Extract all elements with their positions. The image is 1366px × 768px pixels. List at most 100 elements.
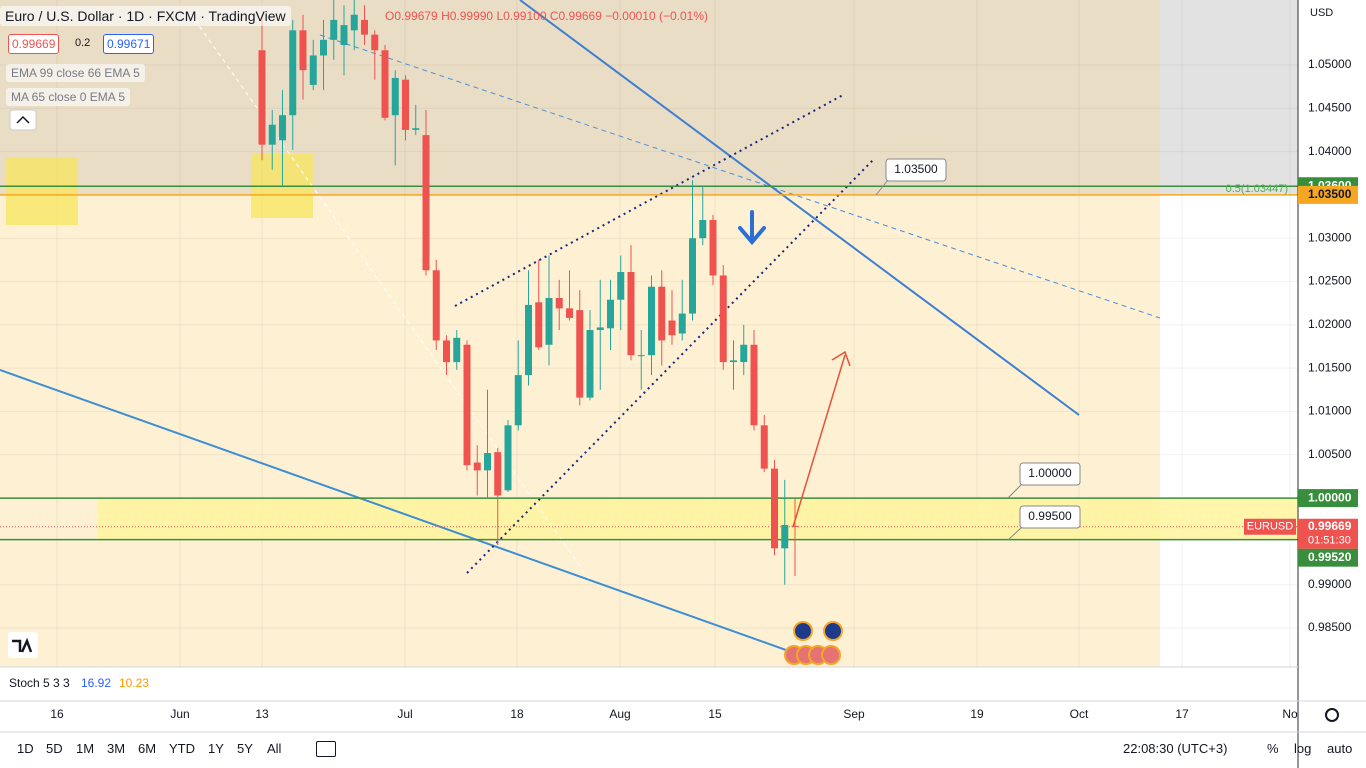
candle-body <box>658 286 666 341</box>
level-label: 1.00000 <box>1308 490 1352 504</box>
candle-body <box>484 453 491 471</box>
zone-grey <box>1160 0 1298 195</box>
candle-body <box>463 344 471 466</box>
buy-button[interactable]: 0.99671 <box>103 34 155 54</box>
candle-body <box>320 39 327 56</box>
range-button[interactable]: 1Y <box>208 741 224 756</box>
candle-body <box>607 299 614 329</box>
y-tick-label: 1.01000 <box>1308 404 1352 418</box>
y-tick-label: 1.02500 <box>1308 274 1352 288</box>
collapse-button[interactable] <box>9 109 37 131</box>
candle-body <box>730 360 737 363</box>
y-tick-label: 1.01500 <box>1308 360 1352 374</box>
low: L0.99100 <box>496 9 547 23</box>
candle-body <box>258 50 266 145</box>
candle-body <box>361 19 368 35</box>
time-axis: 16 Jun 13 Jul 18 Aug 15 Sep 19 Oct 17 No <box>50 707 1298 721</box>
channel-line <box>454 94 844 307</box>
candle-body <box>699 220 707 239</box>
trend-line <box>0 369 801 656</box>
candle-body <box>279 115 286 141</box>
candle-body <box>402 79 409 130</box>
logo-mark <box>12 637 33 653</box>
range-button[interactable]: 5Y <box>237 741 253 756</box>
candle-body <box>596 327 604 331</box>
callout-pointer <box>1007 526 1023 541</box>
candle-body <box>494 452 502 496</box>
candle-body <box>514 375 522 426</box>
callout-label: 1.00000 <box>1028 466 1072 480</box>
candle-body <box>381 50 389 118</box>
spread: 0.2 <box>75 37 91 49</box>
x-tick-label: 15 <box>708 707 722 721</box>
range-button[interactable]: 5D <box>46 741 63 756</box>
percent-toggle[interactable]: % <box>1267 741 1279 756</box>
callouts: 1.03500 1.00000 0.99500 <box>875 158 1081 541</box>
candle-body <box>637 355 645 357</box>
candle-body <box>791 525 799 527</box>
candles <box>258 0 799 585</box>
range-button[interactable]: YTD <box>169 741 195 756</box>
last-tag <box>1298 518 1358 549</box>
y-tick-label: 1.03000 <box>1308 230 1352 244</box>
callout-label: 0.99500 <box>1028 509 1072 523</box>
candle-body <box>289 30 297 116</box>
date-range-icon[interactable] <box>316 741 336 757</box>
range-button[interactable]: 1M <box>76 741 95 756</box>
level-label: 1.03500 <box>1308 187 1352 201</box>
stoch-k: 16.92 <box>81 676 111 690</box>
range-button[interactable]: 1D <box>17 741 34 756</box>
x-tick-label: No <box>1282 707 1298 721</box>
arrow-head <box>831 350 851 367</box>
arrow <box>792 354 846 528</box>
event-icon <box>793 621 813 641</box>
grid <box>0 0 1298 667</box>
candle-body <box>422 135 430 271</box>
candle-body <box>443 340 450 363</box>
ohlc: O0.99679 H0.99990 L0.99100 C0.99669 −0.0… <box>385 9 708 23</box>
indicator: MA 65 close 0 EMA 5 <box>6 88 131 106</box>
chevron <box>16 115 30 124</box>
currency: USD <box>1310 7 1333 19</box>
log-toggle[interactable]: log <box>1294 741 1312 756</box>
x-tick-label: 17 <box>1175 707 1189 721</box>
auto-toggle[interactable]: auto <box>1327 741 1353 756</box>
y-tick-label: 0.99000 <box>1308 577 1352 591</box>
candle-body <box>740 344 748 363</box>
x-tick-label: Jun <box>170 707 189 721</box>
callout-pointer <box>1007 483 1023 499</box>
close: C0.99669 <box>549 9 602 23</box>
indicator: EMA 99 close 66 EMA 5 <box>6 64 145 82</box>
range-button[interactable]: All <box>267 741 282 756</box>
symbol-tag <box>1244 518 1296 535</box>
range-button[interactable]: 3M <box>107 741 126 756</box>
settings-icon[interactable] <box>1325 708 1339 722</box>
candle-body <box>391 77 399 116</box>
last-label: 0.99669 <box>1308 519 1352 533</box>
candle-body <box>709 220 717 276</box>
sell-button[interactable]: 0.99669 <box>8 34 60 54</box>
callout-box <box>1019 505 1081 529</box>
x-tick-label: Aug <box>609 707 630 721</box>
x-tick-label: 13 <box>255 707 269 721</box>
event-icon <box>821 645 841 665</box>
level-label: 0.99520 <box>1308 550 1352 564</box>
level-tag <box>1298 185 1358 204</box>
stoch-name: Stoch 5 3 3 <box>9 676 70 690</box>
callout-box <box>1019 462 1081 486</box>
x-tick-label: Jul <box>397 707 412 721</box>
x-tick-label: 18 <box>510 707 524 721</box>
candle-body <box>576 310 584 398</box>
support-zone <box>98 498 1298 540</box>
callout-label: 1.03500 <box>894 162 938 176</box>
stoch-d: 10.23 <box>119 676 149 690</box>
y-tick-label: 0.98500 <box>1308 620 1352 634</box>
candle-body <box>268 124 276 145</box>
candle-body <box>525 304 532 376</box>
range-button[interactable]: 6M <box>138 741 157 756</box>
y-tick-label: 1.04000 <box>1308 144 1352 158</box>
candle-body <box>668 320 676 336</box>
logo <box>8 632 38 658</box>
candle-body <box>371 34 379 51</box>
